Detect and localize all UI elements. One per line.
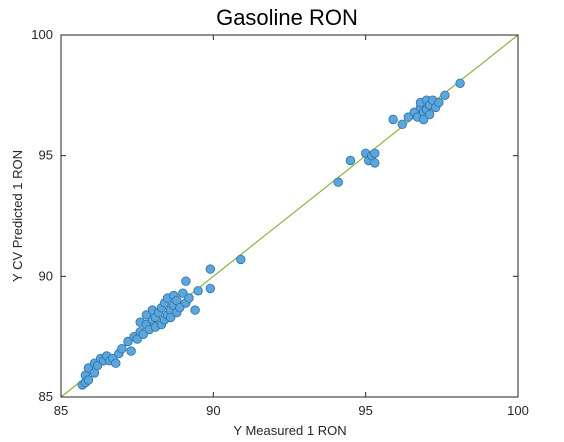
data-point xyxy=(175,303,185,313)
x-tick-label: 100 xyxy=(507,403,529,418)
plot-frame xyxy=(60,34,519,398)
y-tick-label: 85 xyxy=(39,389,53,404)
x-tick-label: 95 xyxy=(358,403,372,418)
chart-title: Gasoline RON xyxy=(216,5,358,30)
data-point xyxy=(83,363,94,373)
data-point xyxy=(190,305,200,315)
data-point xyxy=(403,112,414,122)
data-point xyxy=(397,119,407,130)
data-point xyxy=(126,346,136,356)
plot-area xyxy=(60,34,519,398)
data-point xyxy=(434,97,444,108)
x-axis-label: Y Measured 1 RON xyxy=(233,423,346,438)
data-point xyxy=(123,336,133,347)
y-axis-label: Y CV Predicted 1 RON xyxy=(10,150,25,282)
y-tick-labels: 85 90 95 100 xyxy=(31,27,53,404)
data-point xyxy=(388,114,398,125)
x-tick-label: 90 xyxy=(206,403,220,418)
x-tick-label: 85 xyxy=(54,403,68,418)
data-point xyxy=(424,109,435,120)
y-tick-label: 100 xyxy=(31,27,53,42)
data-point xyxy=(236,254,246,265)
data-point xyxy=(333,177,343,187)
data-point xyxy=(345,155,356,166)
y-tick-label: 90 xyxy=(39,268,53,283)
data-points xyxy=(77,78,465,390)
y-tick-label: 95 xyxy=(39,148,53,163)
data-point xyxy=(205,264,216,274)
data-point xyxy=(165,312,176,323)
data-point xyxy=(83,375,94,385)
data-point xyxy=(370,158,380,168)
data-point xyxy=(455,78,465,89)
data-point xyxy=(181,276,191,286)
data-point xyxy=(117,344,127,354)
data-point xyxy=(440,90,450,101)
data-point xyxy=(178,288,188,298)
data-point xyxy=(193,286,203,296)
data-point xyxy=(205,283,216,294)
data-point xyxy=(184,293,194,303)
axis-ticks xyxy=(60,34,519,398)
data-point xyxy=(418,114,429,125)
data-point xyxy=(138,329,149,340)
x-tick-labels: 85 90 95 100 xyxy=(54,403,529,418)
data-point xyxy=(111,358,121,368)
data-point xyxy=(141,310,152,320)
data-point xyxy=(370,148,380,159)
